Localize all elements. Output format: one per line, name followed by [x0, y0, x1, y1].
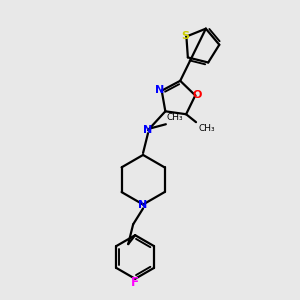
Text: N: N: [138, 200, 148, 211]
Text: F: F: [131, 276, 139, 289]
Text: S: S: [182, 31, 189, 40]
Text: N: N: [143, 125, 153, 135]
Text: CH₃: CH₃: [167, 113, 184, 122]
Text: O: O: [193, 90, 202, 100]
Text: N: N: [155, 85, 164, 95]
Text: CH₃: CH₃: [198, 124, 214, 133]
